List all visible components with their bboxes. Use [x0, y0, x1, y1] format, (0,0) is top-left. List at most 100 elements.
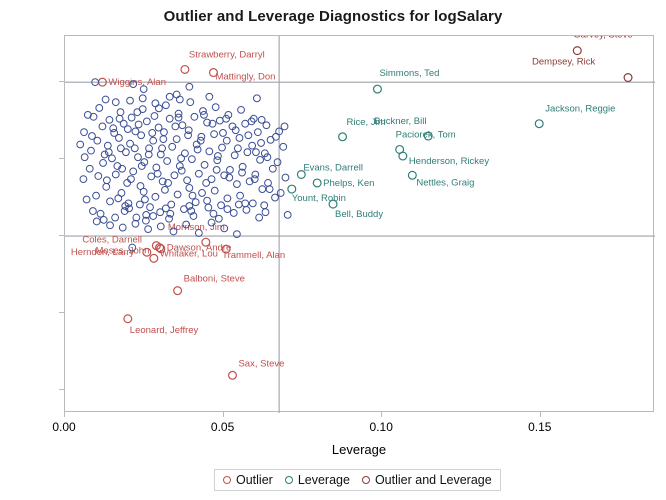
data-point — [262, 121, 271, 130]
data-point-label: Garvey, Steve — [573, 36, 633, 41]
data-point — [258, 185, 267, 194]
data-point — [92, 191, 100, 200]
data-point — [165, 214, 173, 223]
data-point — [116, 144, 125, 153]
data-point — [117, 189, 126, 197]
data-point — [248, 199, 257, 208]
data-point — [110, 129, 119, 137]
data-point-label: Whitaker, Lou — [160, 248, 218, 259]
data-point — [94, 172, 103, 180]
data-point — [202, 179, 211, 187]
data-point — [125, 204, 133, 213]
data-point — [167, 200, 176, 209]
data-point — [163, 157, 172, 165]
data-point — [151, 99, 160, 108]
data-point-label: Bell, Buddy — [335, 209, 383, 220]
data-point — [82, 195, 91, 204]
x-axis-label: Leverage — [331, 442, 387, 457]
data-point — [198, 189, 206, 197]
data-point — [87, 146, 95, 155]
data-point — [182, 220, 191, 229]
data-point — [100, 150, 109, 159]
data-point — [134, 120, 143, 129]
y-tick-mark — [59, 158, 64, 160]
legend-entry-outlier[interactable]: Outlier — [223, 473, 273, 487]
x-tick-mark — [381, 412, 383, 417]
data-point — [183, 176, 192, 185]
data-point — [242, 205, 251, 214]
legend-marker-icon — [361, 476, 370, 484]
data-point — [238, 168, 246, 177]
data-point — [115, 134, 123, 142]
data-point — [235, 134, 244, 142]
data-point — [139, 187, 148, 196]
data-point-label: Herndon, Larry — [71, 247, 135, 258]
data-point — [229, 209, 238, 217]
data-point — [111, 170, 120, 179]
data-point — [123, 314, 133, 324]
data-point — [102, 182, 111, 191]
data-point — [141, 195, 149, 204]
series-outlier-and-leverage: Garvey, Steve Dempsey, Rick — [532, 36, 633, 83]
data-point — [236, 191, 245, 200]
data-point — [221, 244, 231, 254]
y-tick-mark — [59, 81, 64, 83]
data-point — [208, 68, 218, 78]
data-point — [127, 175, 135, 184]
data-point — [102, 176, 111, 185]
data-point — [173, 190, 182, 199]
y-tick-mark — [59, 311, 64, 313]
data-point — [155, 243, 165, 253]
data-point — [248, 141, 257, 150]
data-point — [338, 132, 348, 142]
data-point — [217, 201, 225, 210]
data-point — [222, 136, 231, 145]
data-point — [209, 209, 218, 218]
data-point — [119, 119, 128, 128]
legend-entry-outlier-and-leverage[interactable]: Outlier and Leverage — [361, 473, 492, 487]
data-point — [208, 119, 217, 128]
data-point — [181, 149, 189, 158]
data-point — [92, 217, 101, 226]
data-point — [187, 155, 196, 163]
data-point — [263, 153, 272, 162]
chart-legend: Outlier Leverage Outlier and Leverage — [214, 469, 501, 491]
data-point — [271, 193, 279, 202]
data-point — [287, 184, 297, 194]
data-point — [103, 141, 112, 150]
data-point — [136, 182, 145, 190]
data-point — [127, 113, 136, 122]
data-point — [151, 192, 160, 201]
y-axis-ticks: 20-2-4-6 — [0, 0, 64, 500]
data-point — [120, 207, 129, 215]
data-point — [197, 132, 206, 141]
data-point — [152, 163, 161, 172]
data-point-label: Evans, Darrell — [303, 162, 363, 173]
data-point — [180, 64, 190, 74]
data-point — [247, 117, 256, 126]
data-point — [256, 155, 264, 164]
data-point-label: Dawson, Andre — [167, 243, 231, 254]
data-point — [174, 109, 183, 118]
data-point — [398, 151, 408, 161]
data-point — [175, 95, 184, 104]
data-point — [156, 208, 165, 217]
x-tick-label: 0.15 — [528, 420, 552, 434]
data-point — [135, 200, 144, 209]
data-point — [312, 178, 322, 188]
data-point — [222, 114, 231, 123]
data-point — [113, 162, 122, 170]
data-point — [154, 104, 163, 113]
data-point — [161, 101, 170, 110]
data-point — [80, 128, 88, 137]
data-point — [207, 218, 216, 227]
data-point-label: Moses, John — [96, 246, 150, 257]
data-point — [172, 90, 181, 99]
legend-entry-leverage[interactable]: Leverage — [284, 473, 350, 487]
data-point — [244, 131, 253, 140]
data-point — [185, 82, 194, 91]
data-point — [251, 170, 260, 179]
data-point — [161, 204, 170, 213]
data-point — [99, 215, 108, 224]
